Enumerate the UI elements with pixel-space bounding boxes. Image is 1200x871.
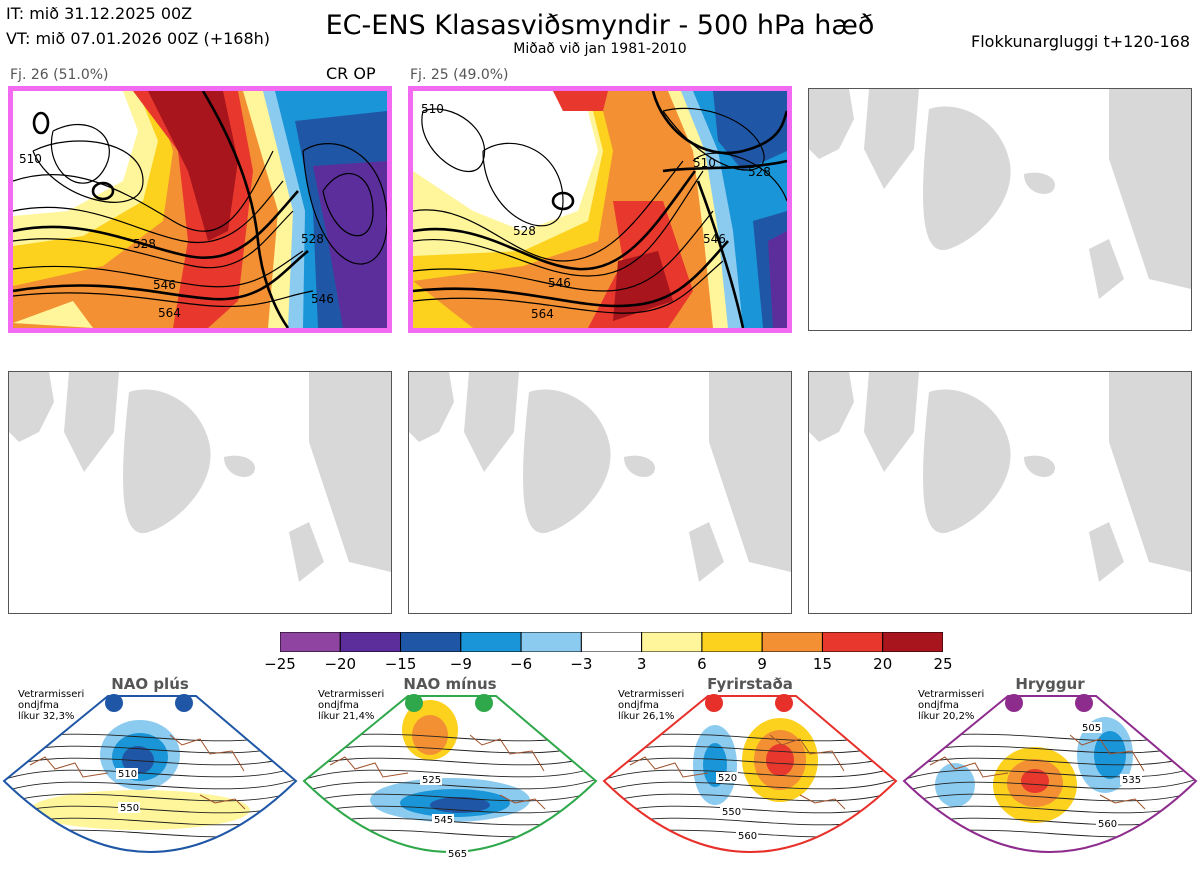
regime-center-marker (705, 694, 723, 712)
regime-contour-label: 560 (1098, 819, 1117, 830)
cluster-2-contour-label: 528 (513, 224, 536, 238)
colorbar-segment (280, 632, 341, 652)
regime-center-marker (175, 694, 193, 712)
cluster-2-contour-label: 510 (421, 102, 444, 116)
cluster-1-contour-label: 528 (301, 232, 324, 246)
valid-time: VT: mið 07.01.2026 00Z (+168h) (6, 29, 271, 48)
empty-map-4 (8, 371, 392, 614)
empty-map-5 (408, 371, 792, 614)
regime-row: 510 550 Vetrarmisseri ondjfma líkur 32,3% N… (0, 675, 1200, 871)
cluster-1-contour-label: 546 (153, 278, 176, 292)
regime-probability-note: Vetrarmisseri ondjfma líkur 26,1% (618, 689, 685, 722)
cluster-2-contour-label: 546 (703, 232, 726, 246)
colorbar-tick-label: 9 (757, 655, 767, 673)
regime-center-marker (105, 694, 123, 712)
colorbar (280, 632, 943, 652)
regime-center-marker (1005, 694, 1023, 712)
regime-probability-note: Vetrarmisseri ondjfma líkur 21,4% (318, 689, 385, 722)
regime-name: Fyrirstaða (707, 675, 793, 693)
regime-center-marker (405, 694, 423, 712)
regime-center-marker (1075, 694, 1093, 712)
colorbar-tick-label: −25 (264, 655, 296, 673)
cluster-map-2: 510 528 546 564 510 528 546 (408, 86, 792, 333)
regime-contour-label: 510 (118, 769, 137, 780)
empty-map-3 (808, 88, 1192, 331)
cluster-2-label: Fj. 25 (49.0%) (410, 67, 509, 83)
colorbar-tick-label: −6 (510, 655, 533, 673)
cluster-map-1: 510 528 546 564 528 546 (8, 86, 392, 333)
regime-contour-label: 535 (1122, 775, 1141, 786)
colorbar-tick-label: 20 (873, 655, 893, 673)
regime-name: Hryggur (1015, 675, 1085, 693)
colorbar-segment (339, 632, 402, 652)
init-time: IT: mið 31.12.2025 00Z (6, 4, 193, 23)
regime-contour-label: 505 (1082, 723, 1101, 734)
regime-center-marker (475, 694, 493, 712)
colorbar-tick-label: −3 (570, 655, 593, 673)
cluster-1-tag: CR OP (326, 64, 376, 83)
regime-center-marker (775, 694, 793, 712)
regime-probability-note: Vetrarmisseri ondjfma líkur 32,3% (18, 689, 85, 722)
regime-probability-note: Vetrarmisseri ondjfma líkur 20,2% (918, 689, 985, 722)
cluster-2-contour-label: 510 (693, 156, 716, 170)
cluster-2-contour-label: 546 (548, 276, 571, 290)
colorbar-segment (460, 632, 522, 652)
cluster-2-contour-label: 564 (531, 307, 554, 321)
regime-contour-label: 525 (422, 775, 441, 786)
colorbar-segment (761, 632, 823, 652)
colorbar-segment (701, 632, 763, 652)
colorbar-segment (400, 632, 462, 652)
regime-contour-label: 560 (738, 831, 757, 842)
regime-panel: 525 545 565 Vetrarmisseri ondjfma líkur 21,… (300, 675, 600, 871)
colorbar-segment (520, 632, 582, 652)
colorbar-segment (882, 632, 943, 652)
cluster-1-label: Fj. 26 (51.0%) (10, 67, 109, 83)
chart-subtitle: Miðað við jan 1981-2010 (513, 41, 687, 57)
colorbar-tick-label: 15 (812, 655, 832, 673)
colorbar-segment (821, 632, 884, 652)
colorbar-segment (641, 632, 703, 652)
colorbar-tick-label: 6 (697, 655, 707, 673)
cluster-1-contour-label: 510 (19, 152, 42, 166)
colorbar-tick-label: −15 (384, 655, 417, 673)
regime-contour-label: 550 (722, 807, 741, 818)
colorbar-tick-label: 25 (933, 655, 953, 673)
regime-contour-label: 565 (448, 849, 467, 860)
regime-name: NAO plús (111, 675, 189, 693)
colorbar-tick-label: −9 (449, 655, 472, 673)
regime-panel: 520 550 560 Vetrarmisseri ondjfma líkur 26,… (600, 675, 900, 871)
empty-map-6 (808, 371, 1192, 614)
regime-panel: 505 535 560 Vetrarmisseri ondjfma líkur 20,… (900, 675, 1200, 871)
colorbar-ticks: −25 −20 −15 −9 −6 −3 3 6 9 15 20 25 (0, 655, 1200, 675)
classification-window: Flokkunargluggi t+120-168 (971, 32, 1190, 51)
cluster-1-contour-label: 546 (311, 292, 334, 306)
regime-contour-label: 520 (718, 773, 737, 784)
cluster-2-contour-label: 528 (748, 165, 771, 179)
chart-title: EC-ENS Klasasviðsmyndir - 500 hPa hæð (325, 10, 875, 41)
regime-contour-label: 550 (120, 803, 139, 814)
colorbar-segment (580, 632, 643, 652)
colorbar-tick-label: 3 (636, 655, 647, 673)
regime-panel: 510 550 Vetrarmisseri ondjfma líkur 32,3% N… (0, 675, 300, 871)
cluster-1-contour-label: 564 (158, 306, 181, 320)
regime-contour-label: 545 (434, 815, 453, 826)
regime-name: NAO mínus (403, 675, 497, 693)
cluster-1-contour-label: 528 (133, 237, 156, 251)
colorbar-tick-label: −20 (324, 655, 357, 673)
